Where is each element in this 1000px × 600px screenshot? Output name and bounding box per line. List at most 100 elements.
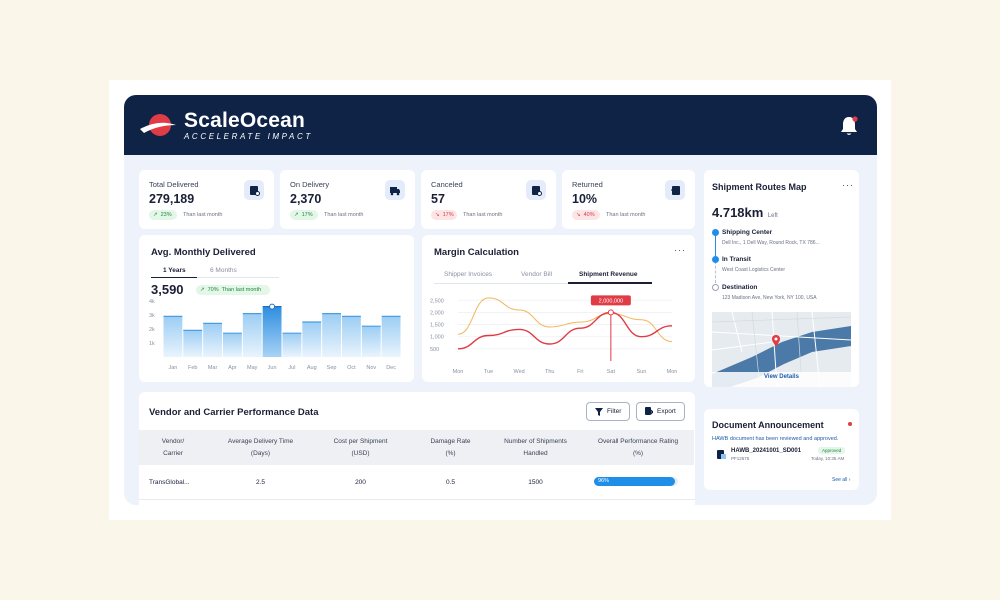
stop-label: Shipping Center: [722, 229, 773, 236]
series-line: [457, 311, 673, 350]
document-name: HAWB_20241001_SD001: [731, 448, 802, 454]
change-badge: ↗ 17%: [290, 210, 318, 220]
document-item[interactable]: HAWB_20241001_SD001 PF12675 Approved Tod…: [710, 445, 852, 465]
y-tick-label: 2,000: [430, 310, 444, 316]
truck-icon: [385, 180, 405, 200]
stat-value: 2,370: [290, 192, 322, 206]
y-tick-label: 1k: [149, 341, 155, 347]
row-divider: [139, 499, 695, 500]
x-tick-label: May: [247, 365, 258, 371]
tooltip-box: [590, 295, 631, 306]
filter-icon: [595, 407, 603, 416]
chevron-right-icon: ›: [848, 477, 851, 483]
stat-label: On Delivery: [290, 180, 330, 189]
x-tick-label: Mon: [667, 369, 678, 375]
change-note: Than last month: [183, 212, 223, 218]
stop-label: Destination: [722, 284, 758, 291]
tab-shipment-revenue[interactable]: Shipment Revenue: [579, 271, 638, 278]
change-badge: ↗ 70% Than last month: [196, 285, 270, 295]
tab-shipper-invoices[interactable]: Shipper Invoices: [444, 271, 493, 278]
tab-underline: [568, 282, 652, 284]
x-tick-label: Tue: [484, 369, 493, 375]
distance-readout: 4.718km Left: [712, 204, 778, 222]
stop-dot-shipping: [712, 229, 719, 236]
see-all-link[interactable]: See all ›: [832, 477, 851, 483]
rating-progress-bar: 96%: [594, 477, 678, 486]
stat-card-on-delivery: On Delivery 2,370 ↗ 17% Than last month: [280, 170, 415, 229]
change-note: Than last month: [606, 212, 646, 218]
column-header-cost[interactable]: Cost per Shipment (USD): [333, 438, 388, 457]
change-badge: ↘ 17%: [431, 210, 457, 220]
trend-up-icon: ↗: [294, 212, 299, 218]
change-badge: ↘ 40%: [572, 210, 600, 220]
route-map[interactable]: [712, 312, 851, 387]
y-tick-label: 2,500: [430, 298, 444, 304]
stat-value: 10%: [572, 192, 598, 206]
monthly-bar-chart: 4k 3k 2k 1k Jan Feb Mar Apr May Jun Jul Aug Sep Oct No…: [149, 299, 401, 371]
margin-line-chart: 2,500 2,000 1,500 1,000 500 Mon Tue Wed Thu Fri Sa…: [430, 295, 678, 375]
trend-up-icon: ↗: [153, 212, 158, 218]
tab-vendor-bill[interactable]: Vendor Bill: [521, 271, 553, 278]
card-title: Shipment Routes Map: [712, 182, 807, 192]
tab-divider: [434, 283, 652, 284]
y-tick-label: 1,000: [430, 335, 444, 341]
tab-underline: [151, 277, 197, 278]
column-header-damage-rate[interactable]: Damage Rate (%): [430, 438, 471, 457]
column-header-delivery-time[interactable]: Average Delivery Time (Days): [227, 438, 294, 457]
monthly-delivered-card: Avg. Monthly Delivered 1 Years 6 Months …: [139, 235, 414, 382]
bar: [262, 306, 282, 357]
box-icon: [244, 180, 264, 200]
tab-6-months[interactable]: 6 Months: [210, 267, 237, 274]
brand-name: ScaleOcean: [184, 109, 306, 132]
export-button[interactable]: Export: [636, 402, 685, 421]
cell-shipments: 1500: [528, 479, 543, 486]
bell-icon[interactable]: [839, 115, 859, 137]
bar: [342, 316, 361, 357]
x-tick-label: Jul: [288, 365, 295, 371]
highlight-point: [269, 303, 276, 310]
announcement-message: HAWB document has been reviewed and appr…: [712, 436, 839, 442]
more-menu-icon[interactable]: ···: [674, 245, 686, 255]
y-tick-label: 4k: [149, 299, 155, 305]
stop-dot-transit: [712, 256, 719, 263]
tab-1-years[interactable]: 1 Years: [163, 267, 186, 274]
bar: [203, 323, 222, 357]
stat-label: Returned: [572, 180, 603, 189]
stat-value: 279,189: [149, 192, 195, 206]
logo-mark-icon: [140, 114, 176, 136]
distance-value: 4.718km: [712, 205, 764, 220]
x-tick-label: Jan: [168, 365, 177, 371]
brand-tagline: ACCELERATE IMPACT: [184, 132, 313, 141]
tooltip-label: 2,000,000: [599, 298, 623, 304]
trend-up-icon: ↗: [200, 287, 205, 293]
filter-button[interactable]: Filter: [586, 402, 631, 421]
stat-label: Total Delivered: [149, 180, 199, 189]
x-tick-label: Aug: [307, 365, 317, 371]
route-line-dashed: [715, 261, 716, 283]
column-header-vendor[interactable]: Vendor/Carrier: [161, 438, 185, 457]
x-tick-label: Mar: [208, 365, 218, 371]
routes-card: Shipment Routes Map ··· 4.718km Left Shi…: [704, 170, 859, 387]
change-badge: ↗ 23%: [149, 210, 177, 220]
monthly-value: 3,590: [151, 282, 184, 297]
bar: [163, 316, 183, 357]
rating-progress-fill: 96%: [594, 477, 675, 486]
series-line: [457, 297, 673, 343]
x-tick-label: Feb: [188, 365, 197, 371]
stop-detail: 123 Madison Ave, New York, NY 100, USA: [722, 295, 817, 301]
x-tick-label: Sun: [637, 369, 647, 375]
stop-dot-destination: [712, 284, 719, 291]
stat-value: 57: [431, 192, 445, 206]
y-tick-label: 500: [430, 347, 439, 353]
trend-down-icon: ↘: [435, 212, 440, 218]
view-details-link[interactable]: View Details: [764, 374, 799, 380]
box-cancel-icon: [526, 180, 546, 200]
column-header-rating[interactable]: Overall Performance Rating (%): [597, 438, 679, 457]
margin-card: Margin Calculation ··· Shipper Invoices …: [422, 235, 695, 382]
stat-card-canceled: Canceled 57 ↘ 17% Than last month: [421, 170, 556, 229]
column-header-shipments[interactable]: Number of Shipments Handled: [504, 438, 567, 457]
x-tick-label: Oct: [347, 365, 356, 371]
unread-dot: [848, 422, 852, 426]
bar: [302, 322, 322, 357]
more-menu-icon[interactable]: ···: [842, 180, 854, 190]
